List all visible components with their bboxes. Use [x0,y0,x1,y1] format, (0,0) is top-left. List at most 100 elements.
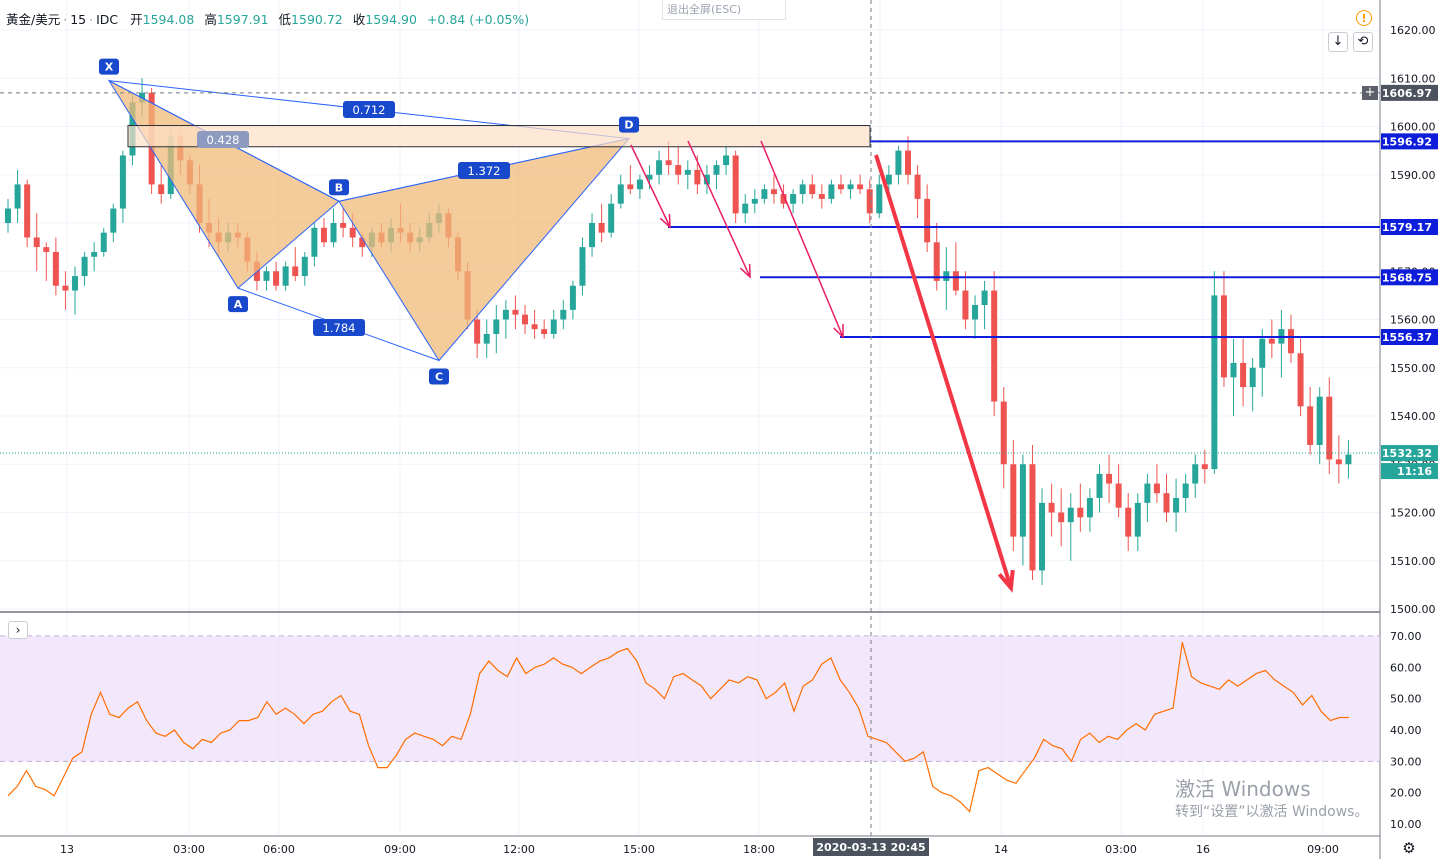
candle-body [292,266,299,277]
data-source: IDC [96,12,119,27]
change-value: +0.84 (+0.05%) [426,12,530,27]
projection-arrow-head [659,213,671,229]
time-tick: 03:00 [1105,843,1137,856]
candle-body [1307,406,1314,445]
candle-body [1077,507,1084,518]
time-tick: 14 [994,843,1008,856]
pattern-point-d [619,116,639,133]
pattern-point-label: X [105,61,114,74]
price-tag-value: 1606.97 [1382,87,1432,100]
candle-body [972,305,979,320]
close-value: 1594.90 [365,12,417,27]
candle-body [502,309,509,320]
price-tag-value: 1532.32 [1382,447,1432,460]
price-tick: 1500.00 [1390,603,1436,616]
price-tag-level [1381,133,1438,150]
price-tick: 1620.00 [1390,24,1436,37]
pattern-point-label: B [335,181,343,194]
symbol-name[interactable]: 黃金/美元 [6,12,61,27]
time-tick: 09:00 [1307,843,1339,856]
candle-body [723,155,730,166]
candle-body [263,271,270,281]
projection-arrow [630,144,671,228]
rsi-band [0,636,1380,762]
ratio-label: 0.712 [353,103,386,117]
activation-watermark-title: 激活 Windows [1175,777,1311,801]
candle-body [62,285,69,291]
candle-body [837,184,844,190]
exit-fullscreen-button[interactable]: 退出全屏(ESC) [662,0,786,20]
pattern-point-a [228,296,248,313]
rsi-line [7,642,1349,813]
symbol-legend: 黃金/美元 · 15 · IDC 开1594.08 高1597.91 低1590.72 … [6,12,530,27]
time-tick: 06:00 [263,843,295,856]
candle-body [1000,401,1007,465]
price-tick: 1610.00 [1390,72,1436,85]
candle-body [531,324,538,330]
ratio-badge [343,101,395,118]
candle-body [52,251,59,286]
candle-body [933,242,940,281]
candle-body [761,189,768,199]
time-tick: 18:00 [743,843,775,856]
candle-body [24,184,31,238]
ratio-badge [313,319,365,336]
time-tick: 16 [1196,843,1210,856]
candle-body [1144,483,1151,503]
candle-body [541,329,548,334]
candle-body [522,314,529,325]
candle-body [895,150,902,175]
candle-body [608,203,615,233]
exclamation-circle-icon[interactable]: ! [1356,10,1372,26]
candle-body [981,290,988,306]
candle-body [1192,464,1199,484]
drop-arrow-head [997,569,1015,593]
price-tag-value: 1568.75 [1382,271,1432,284]
candle-body [1211,295,1218,470]
candle-body [311,227,318,257]
interval[interactable]: 15 [70,12,87,27]
prz-zone [127,125,871,148]
candle-body [809,184,816,195]
candle-body [866,189,873,214]
candle-body [905,150,911,175]
candle-body [589,223,596,248]
ratio-label: 1.372 [468,164,501,178]
time-tick: 09:00 [384,843,416,856]
candle-body [493,319,500,334]
rsi-polyline [7,642,1349,813]
projection-arrow [687,140,751,278]
candle-body [1096,473,1103,499]
candle-body [703,174,710,185]
candle-body [636,179,643,190]
candle-body [72,276,79,291]
time-tick: 13 [60,843,74,856]
candle-body [91,251,98,257]
candle-body [751,198,758,204]
gear-icon[interactable]: ⚙ [1402,839,1416,857]
price-tag-value: 1579.17 [1382,221,1432,234]
candle-body [340,223,347,228]
candle-body [646,174,653,180]
price-tag-value: 1556.37 [1382,331,1432,344]
candle-body [81,256,88,277]
chevron-right-icon[interactable]: › [8,621,28,639]
price-tag-level [1381,329,1438,346]
candle-body [483,333,490,344]
candle-body [857,184,864,190]
reset-icon[interactable]: ⟲ [1353,32,1373,52]
candle-body [770,189,777,195]
arrow-down-icon[interactable]: ↓ [1328,32,1348,52]
candle-body [1230,362,1237,378]
candle-body [694,169,701,185]
candle-body [1182,483,1189,499]
price-tag-value: 1596.92 [1382,135,1432,148]
candle-body [1058,512,1065,523]
candle-body [790,194,797,204]
drop-arrow [874,154,1013,589]
plus-icon[interactable]: + [1362,86,1378,100]
pattern-point-label: C [435,371,443,384]
candle-body [847,184,854,190]
candle-body [1048,502,1055,513]
